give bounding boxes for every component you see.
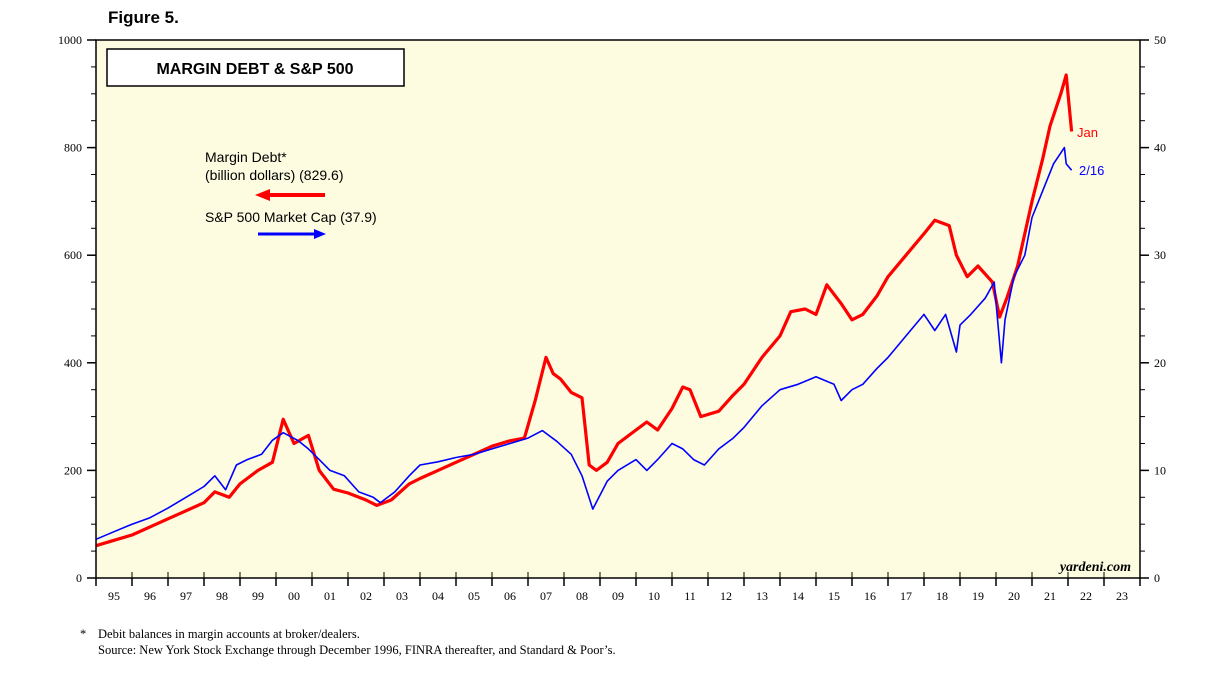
y-tick-label-right: 0 xyxy=(1154,571,1160,585)
x-tick-label: 12 xyxy=(720,589,732,603)
x-tick-label: 13 xyxy=(756,589,768,603)
x-tick-label: 21 xyxy=(1044,589,1056,603)
series-line-sp500 xyxy=(95,146,1073,541)
x-tick-label: 98 xyxy=(216,589,228,603)
y-tick-label-right: 20 xyxy=(1154,356,1166,370)
x-tick-label: 04 xyxy=(432,589,444,603)
x-tick-label: 17 xyxy=(900,589,912,603)
x-tick-label: 96 xyxy=(144,589,156,603)
legend-margin-debt-line1: Margin Debt* xyxy=(205,149,287,165)
x-tick-label: 14 xyxy=(792,589,804,603)
y-tick-label-right: 10 xyxy=(1154,463,1166,477)
y-tick-label-right: 30 xyxy=(1154,248,1166,262)
end-label-sp500: 2/16 xyxy=(1079,163,1104,178)
x-tick-label: 10 xyxy=(648,589,660,603)
x-tick-label: 11 xyxy=(684,589,696,603)
x-tick-label: 97 xyxy=(180,589,192,603)
watermark: yardeni.com xyxy=(1058,560,1131,575)
x-tick-label: 08 xyxy=(576,589,588,603)
x-tick-label: 18 xyxy=(936,589,948,603)
y-tick-label-left: 600 xyxy=(64,248,82,262)
plot-frame xyxy=(95,39,1141,579)
x-tick-label: 05 xyxy=(468,589,480,603)
x-tick-label: 23 xyxy=(1116,589,1128,603)
x-tick-label: 95 xyxy=(108,589,120,603)
y-tick-label-left: 0 xyxy=(76,571,82,585)
x-tick-label: 01 xyxy=(324,589,336,603)
footnotes: * Debit balances in margin accounts at br… xyxy=(80,626,616,658)
footnote-marker: * xyxy=(80,627,87,641)
end-label-margin-debt: Jan xyxy=(1077,125,1098,140)
legend-sp500: S&P 500 Market Cap (37.9) xyxy=(205,209,377,225)
x-tick-label: 09 xyxy=(612,589,624,603)
x-tick-label: 03 xyxy=(396,589,408,603)
y-tick-label-left: 1000 xyxy=(58,33,82,47)
footnote-line1: Debit balances in margin accounts at bro… xyxy=(98,627,360,641)
footnote-line2: Source: New York Stock Exchange through … xyxy=(98,643,616,657)
series-layer xyxy=(95,73,1074,548)
y-tick-label-left: 800 xyxy=(64,141,82,155)
x-tick-label: 16 xyxy=(864,589,876,603)
series-line-margin-debt xyxy=(95,73,1074,548)
x-tick-label: 99 xyxy=(252,589,264,603)
y-tick-label-left: 200 xyxy=(64,463,82,477)
x-tick-label: 07 xyxy=(540,589,552,603)
x-tick-label: 22 xyxy=(1080,589,1092,603)
title-box: MARGIN DEBT & S&P 500 xyxy=(106,48,405,87)
chart-title: MARGIN DEBT & S&P 500 xyxy=(156,61,353,78)
legend-arrow-margin-debt xyxy=(255,189,325,201)
x-tick-label: 06 xyxy=(504,589,516,603)
x-tick-label: 20 xyxy=(1008,589,1020,603)
y-tick-label-right: 50 xyxy=(1154,33,1166,47)
x-tick-label: 02 xyxy=(360,589,372,603)
y-tick-label-left: 400 xyxy=(64,356,82,370)
figure-label: Figure 5. xyxy=(108,8,179,27)
axes-ticks xyxy=(87,39,1149,586)
x-tick-label: 19 xyxy=(972,589,984,603)
x-tick-label: 00 xyxy=(288,589,300,603)
legend-margin-debt-line2: (billion dollars) (829.6) xyxy=(205,167,344,183)
x-tick-label: 15 xyxy=(828,589,840,603)
plot-area xyxy=(96,40,1140,578)
legend: Margin Debt* (billion dollars) (829.6) S… xyxy=(205,149,377,239)
legend-arrow-sp500 xyxy=(258,229,326,239)
y-tick-label-right: 40 xyxy=(1154,141,1166,155)
